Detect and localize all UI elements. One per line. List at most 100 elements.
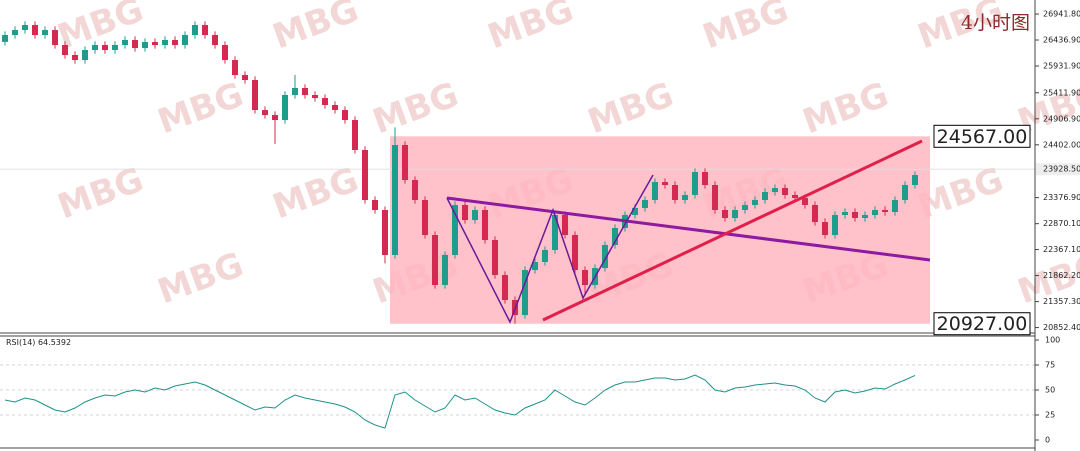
candle-body bbox=[52, 30, 58, 46]
candle-body bbox=[672, 185, 678, 200]
candle-body bbox=[22, 25, 28, 31]
candle-body bbox=[272, 115, 278, 121]
candle-body bbox=[712, 185, 718, 210]
candle-body bbox=[172, 40, 178, 46]
y-tick-label: 75 bbox=[1045, 361, 1055, 370]
y-tick-label: 21862.20 bbox=[1043, 271, 1080, 280]
candle-body bbox=[132, 40, 138, 49]
candle-body bbox=[442, 254, 448, 286]
candle-body bbox=[452, 204, 458, 255]
candle-body bbox=[832, 214, 838, 236]
y-tick-label: 25 bbox=[1045, 411, 1055, 420]
candle-body bbox=[312, 95, 318, 99]
candle-body bbox=[192, 25, 198, 36]
y-tick-label: 100 bbox=[1045, 336, 1060, 345]
rsi-line bbox=[4, 374, 916, 429]
candle-body bbox=[772, 188, 778, 193]
y-tick-label: 24906.90 bbox=[1043, 114, 1080, 123]
candle-body bbox=[262, 110, 268, 116]
candle-body bbox=[12, 30, 18, 36]
candle-body bbox=[462, 204, 468, 221]
y-tick-label: 26436.90 bbox=[1043, 36, 1080, 45]
y-tick-label: 22367.10 bbox=[1043, 245, 1080, 254]
candle-body bbox=[372, 199, 378, 210]
y-tick-label: 21357.30 bbox=[1043, 297, 1080, 306]
y-tick-label: 24402.00 bbox=[1043, 140, 1080, 149]
level-label: 24567.00 bbox=[937, 126, 1028, 148]
candle-body bbox=[252, 80, 258, 111]
candle-body bbox=[242, 75, 248, 81]
candle-body bbox=[152, 42, 158, 46]
candle-body bbox=[122, 40, 128, 46]
level-label: 20927.00 bbox=[937, 313, 1028, 335]
level-box bbox=[933, 312, 1031, 336]
candle-body bbox=[892, 199, 898, 212]
candle-body bbox=[332, 104, 338, 111]
candle-body bbox=[502, 275, 508, 300]
candle-body bbox=[762, 192, 768, 200]
candle-body bbox=[492, 240, 498, 276]
candle-body bbox=[82, 49, 88, 61]
zigzag-line bbox=[446, 174, 654, 324]
trend-line bbox=[542, 139, 923, 322]
candle-body bbox=[302, 88, 308, 96]
y-tick-label: 0 bbox=[1045, 436, 1050, 445]
candle-body bbox=[752, 199, 758, 205]
y-tick-label: 20852.40 bbox=[1043, 323, 1080, 332]
candle-body bbox=[692, 172, 698, 196]
zone-layer bbox=[390, 136, 930, 324]
rsi-name: RSI(14) bbox=[6, 338, 35, 347]
candle-body bbox=[322, 98, 328, 105]
candle-body bbox=[472, 209, 478, 221]
zone bbox=[390, 136, 930, 324]
candle-body bbox=[682, 195, 688, 200]
candle-body bbox=[202, 25, 208, 36]
y-tick-label: 25411.90 bbox=[1043, 88, 1080, 97]
candle-body bbox=[412, 180, 418, 200]
candle-body bbox=[422, 199, 428, 236]
candle-body bbox=[882, 209, 888, 212]
y-tick-label: 23376.90 bbox=[1043, 193, 1080, 202]
candle-body bbox=[862, 214, 868, 219]
candle-body bbox=[662, 182, 668, 186]
candle-body bbox=[912, 175, 918, 186]
candle-body bbox=[902, 185, 908, 200]
y-tick-label: 25931.90 bbox=[1043, 62, 1080, 71]
y-tick-label: 22870.10 bbox=[1043, 219, 1080, 228]
trend-line bbox=[446, 196, 931, 262]
candle-body bbox=[782, 188, 788, 196]
candle-body bbox=[642, 199, 648, 208]
last-price-box bbox=[1036, 163, 1080, 176]
y-tick-label: 26941.80 bbox=[1043, 10, 1080, 19]
rsi-label: RSI(14) 64.5392 bbox=[6, 338, 71, 347]
candle-body bbox=[32, 25, 38, 36]
candle-body bbox=[602, 244, 608, 269]
candle-body bbox=[652, 182, 658, 200]
candle-body bbox=[742, 204, 748, 210]
candle-body bbox=[812, 204, 818, 223]
candle-body bbox=[362, 149, 368, 200]
candle-body bbox=[572, 235, 578, 271]
candle-body bbox=[102, 45, 108, 50]
candle-body bbox=[552, 214, 558, 250]
candle-body bbox=[482, 209, 488, 241]
candle-body bbox=[292, 88, 298, 96]
candle-body bbox=[222, 45, 228, 61]
candle-body bbox=[352, 120, 358, 150]
candle-body bbox=[92, 45, 98, 50]
candle-body bbox=[342, 110, 348, 121]
candle-body bbox=[722, 209, 728, 219]
last-price-label: 23928.50 bbox=[1043, 165, 1080, 174]
candle-body bbox=[792, 195, 798, 198]
candle-body bbox=[282, 95, 288, 121]
candle-body bbox=[402, 145, 408, 181]
candle-body bbox=[162, 40, 168, 46]
candle-body bbox=[612, 228, 618, 245]
candle-body bbox=[142, 42, 148, 49]
candle-body bbox=[72, 54, 78, 61]
candle-body bbox=[112, 45, 118, 50]
y-tick-label: 50 bbox=[1045, 386, 1055, 395]
candle-body bbox=[522, 270, 528, 316]
candle-body bbox=[842, 211, 848, 215]
